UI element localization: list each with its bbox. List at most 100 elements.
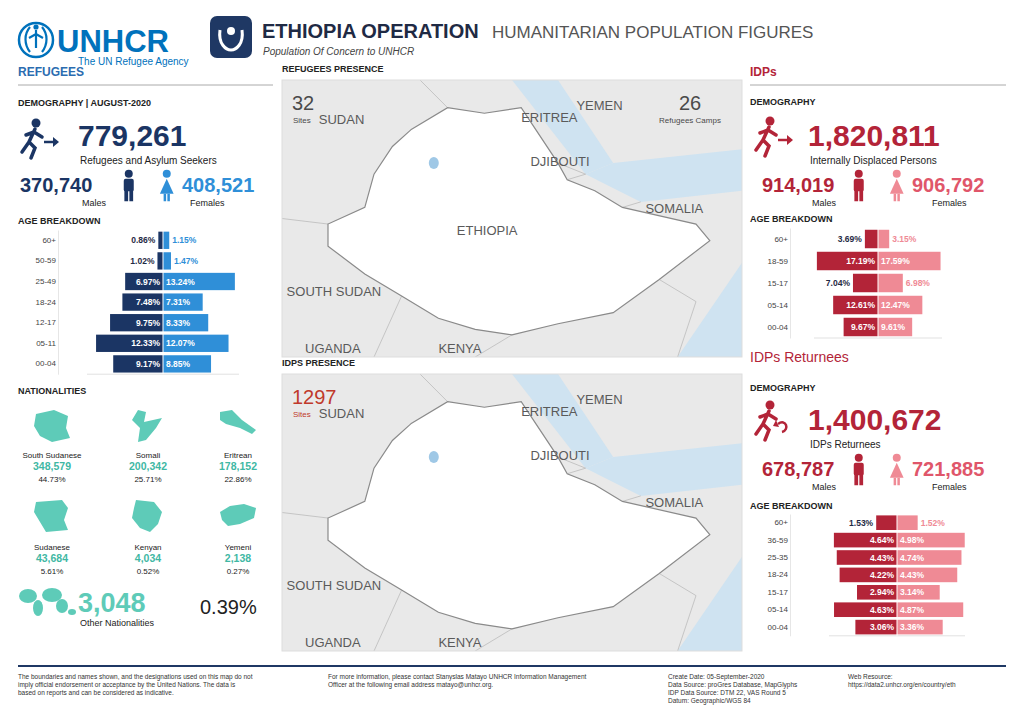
icon-leg — [167, 194, 170, 202]
bar — [897, 515, 918, 530]
female-icon — [160, 170, 174, 202]
tick: 12-17 — [36, 318, 58, 327]
data-label: 4.98% — [900, 535, 925, 545]
camp-count: 26 — [679, 92, 701, 114]
data-label: 4.43% — [870, 553, 895, 563]
emblem-head — [227, 27, 235, 35]
emblem-box — [210, 16, 252, 58]
males-label: Males — [812, 482, 837, 492]
nationality-percent: 0.27% — [227, 567, 250, 576]
map-frame — [282, 374, 742, 651]
bar — [113, 355, 163, 372]
border — [659, 279, 696, 357]
country-label: ETHIOPIA — [457, 223, 518, 238]
emblem-head — [33, 24, 38, 29]
bar — [897, 620, 943, 635]
tick: 00-04 — [36, 359, 58, 368]
icon-body — [854, 179, 864, 192]
ethiopia — [328, 402, 710, 629]
land-background — [282, 80, 742, 357]
data-label: 9.75% — [136, 318, 161, 328]
bar — [833, 296, 878, 314]
data-labels: 0.86%1.02%6.97%7.48%9.75%12.33%9.17%1.15… — [130, 235, 198, 369]
data-label: 1.02% — [130, 256, 155, 266]
tick-label: 25-35 — [768, 553, 789, 562]
section-rule — [18, 85, 273, 86]
icon-arrow-head — [787, 135, 793, 145]
nationality-name: Kenyan — [134, 543, 161, 552]
bar — [163, 335, 229, 352]
tick-label: 50-59 — [36, 256, 57, 265]
web-label: Web Resource: — [848, 673, 893, 680]
site-count-label: Sites — [293, 410, 311, 419]
females-label: Females — [932, 482, 967, 492]
tick: 50-59 — [36, 256, 58, 265]
map-title: REFUGEES PRESENCE — [282, 64, 384, 74]
footer-rule — [18, 665, 1006, 667]
data-label: 9.67% — [851, 322, 876, 332]
nationality-percent: 5.61% — [41, 567, 64, 576]
icon-body — [854, 463, 864, 476]
tick: 18-24 — [36, 298, 58, 307]
nationality-percent: 25.71% — [134, 475, 161, 484]
displacement-icon — [22, 119, 59, 159]
axis-domain — [790, 229, 791, 339]
data-label: 12.47% — [881, 300, 910, 310]
males-total: 914,019 — [762, 174, 834, 196]
tagline: Population Of Concern to UNHCR — [263, 46, 414, 57]
data-label: 12.07% — [166, 338, 195, 348]
male-icon — [124, 170, 134, 202]
tick: 18-24 — [768, 570, 790, 579]
country-label: DJIBOUTI — [530, 448, 589, 463]
bar — [878, 274, 903, 292]
bar — [878, 296, 922, 314]
bar — [857, 585, 897, 600]
data-label: 0.86% — [131, 235, 156, 245]
icon-leg — [854, 474, 858, 485]
logo-text: UNHCR — [57, 24, 169, 59]
icon-leg — [164, 194, 167, 202]
data-label: 3.36% — [900, 622, 925, 632]
icon-arrow-head — [773, 420, 779, 427]
icon-head — [855, 170, 863, 178]
map — [282, 374, 742, 651]
section-title: REFUGEES — [18, 65, 84, 79]
tick-label: 36-59 — [768, 536, 789, 545]
lake — [429, 451, 439, 463]
bar — [876, 515, 897, 530]
bar — [163, 355, 211, 372]
data-label: 3.69% — [838, 234, 863, 244]
border — [420, 80, 448, 108]
nationality-percent: 44.73% — [38, 475, 65, 484]
icon-arrow — [44, 141, 54, 144]
sea — [586, 149, 742, 202]
tick: 60+ — [42, 236, 58, 245]
data-label: 1.53% — [849, 518, 874, 528]
metadata: IDP Data Source: DTM 22, VAS Round 5 — [668, 689, 786, 696]
country-label: SOMALIA — [645, 495, 703, 510]
icon-leg — [124, 190, 128, 201]
data-label: 4.43% — [900, 570, 925, 580]
category-axis: 60+18-5915-1705-1400-04 — [768, 229, 791, 339]
nationality-percent: 22.86% — [224, 475, 251, 484]
tick: 18-59 — [768, 257, 790, 266]
males-total: 370,740 — [20, 174, 92, 196]
data-label: 6.98% — [906, 278, 931, 288]
icon-leg — [859, 474, 863, 485]
map — [282, 80, 742, 357]
nationality-count: 178,152 — [219, 460, 257, 472]
nationality-name: Somali — [136, 451, 161, 460]
border — [659, 573, 696, 651]
lake — [429, 157, 439, 169]
icon-body — [756, 411, 776, 440]
tick: 05-14 — [768, 301, 790, 310]
nationality-count: 348,579 — [33, 460, 71, 472]
male-icon — [854, 170, 864, 202]
tick-label: 05-11 — [36, 339, 56, 348]
icon-leg — [894, 478, 897, 486]
data-label: 13.24% — [166, 277, 195, 287]
metadata: Data Source: proGres Database, MapGlyphs — [668, 681, 798, 689]
continent — [68, 609, 76, 615]
data-label: 1.15% — [172, 235, 197, 245]
data-label: 1.52% — [921, 518, 946, 528]
